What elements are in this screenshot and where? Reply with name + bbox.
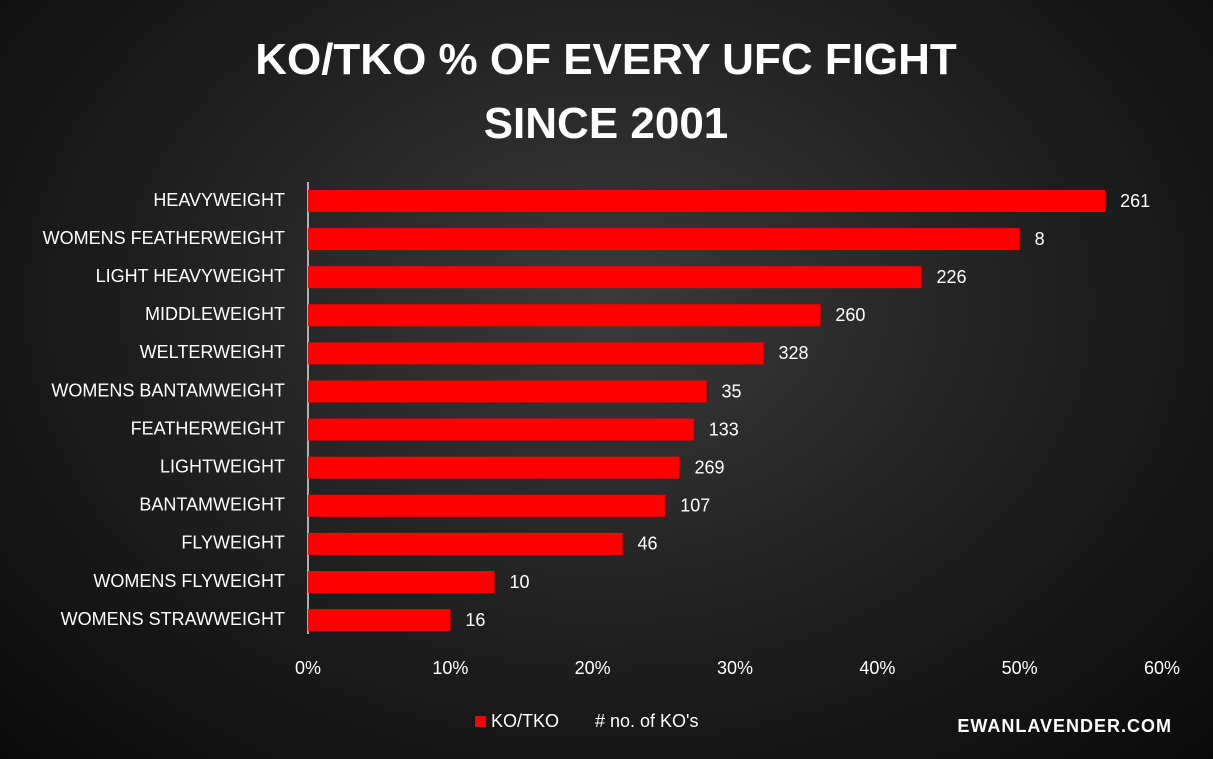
count-label: 261 bbox=[1120, 191, 1150, 211]
count-label: 133 bbox=[709, 419, 739, 439]
y-tick-label: WELTERWEIGHT bbox=[140, 342, 285, 362]
x-tick-label: 30% bbox=[717, 658, 753, 678]
y-tick-label: MIDDLEWEIGHT bbox=[145, 304, 285, 324]
y-tick-label: WOMENS FEATHERWEIGHT bbox=[43, 228, 285, 248]
x-tick-label: 40% bbox=[859, 658, 895, 678]
count-label: 269 bbox=[694, 457, 724, 477]
count-label: 328 bbox=[778, 343, 808, 363]
bar bbox=[308, 609, 451, 632]
watermark: EWANLAVENDER.COM bbox=[957, 716, 1172, 736]
bar bbox=[308, 304, 821, 327]
x-tick-label: 0% bbox=[295, 658, 321, 678]
y-tick-label: FLYWEIGHT bbox=[181, 533, 285, 553]
y-tick-label: BANTAMWEIGHT bbox=[139, 495, 285, 515]
count-label: 46 bbox=[638, 534, 658, 554]
y-tick-label: FEATHERWEIGHT bbox=[131, 418, 285, 438]
bar bbox=[308, 190, 1106, 212]
bar bbox=[308, 456, 680, 479]
bar bbox=[308, 571, 495, 593]
y-tick-label: LIGHT HEAVYWEIGHT bbox=[96, 266, 285, 286]
count-label: 16 bbox=[465, 610, 485, 630]
count-label: 10 bbox=[509, 572, 529, 592]
x-tick-label: 60% bbox=[1144, 658, 1180, 678]
count-label: 226 bbox=[936, 267, 966, 287]
bar bbox=[308, 418, 694, 441]
legend-swatch bbox=[475, 716, 486, 727]
legend-label: KO/TKO bbox=[491, 711, 559, 731]
count-label: 107 bbox=[680, 496, 710, 516]
y-tick-label: WOMENS BANTAMWEIGHT bbox=[51, 380, 285, 400]
bar bbox=[308, 494, 666, 517]
bar bbox=[308, 380, 707, 403]
bar bbox=[308, 266, 922, 289]
y-tick-label: LIGHTWEIGHT bbox=[160, 456, 285, 476]
x-tick-label: 20% bbox=[575, 658, 611, 678]
y-tick-label: WOMENS FLYWEIGHT bbox=[93, 571, 285, 591]
x-tick-label: 10% bbox=[432, 658, 468, 678]
chart-title: KO/TKO % OF EVERY UFC FIGHT SINCE 2001 bbox=[255, 35, 957, 148]
count-label: 260 bbox=[835, 305, 865, 325]
bar bbox=[308, 532, 623, 555]
count-label: 35 bbox=[722, 381, 742, 401]
y-tick-label: HEAVYWEIGHT bbox=[153, 190, 285, 210]
legend-label: # no. of KO's bbox=[595, 711, 699, 731]
y-tick-label: WOMENS STRAWWEIGHT bbox=[61, 609, 285, 629]
x-tick-label: 50% bbox=[1002, 658, 1038, 678]
count-label: 8 bbox=[1035, 229, 1045, 249]
bar bbox=[308, 228, 1020, 251]
bar bbox=[308, 342, 764, 365]
